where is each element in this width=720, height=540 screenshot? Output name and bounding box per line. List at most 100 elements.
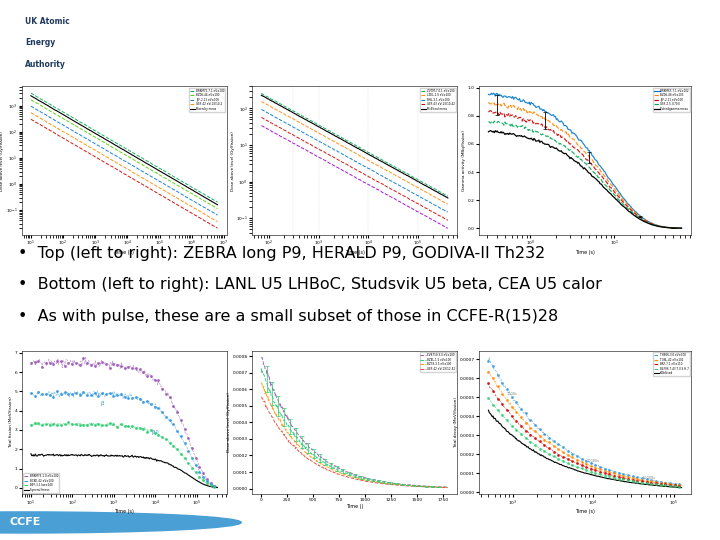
Point	[487, 374, 499, 382]
Point	[78, 421, 89, 429]
Point	[655, 477, 667, 486]
Legend: BRKM76-1.0 eV±100, BCKE-42 eV±100, BEF-3.1 kw±140, Syneral fmess: BRKM76-1.0 eV±100, BCKE-42 eV±100, BEF-3…	[23, 474, 60, 492]
Point	[25, 389, 37, 397]
Point	[197, 469, 209, 478]
Point	[197, 472, 209, 481]
Point	[209, 482, 220, 490]
X-axis label: Time (): Time ()	[346, 504, 364, 509]
Point	[655, 478, 667, 487]
Point	[608, 467, 620, 476]
Point	[631, 477, 643, 486]
Point	[627, 472, 639, 481]
Point	[29, 392, 40, 400]
Point	[40, 390, 52, 399]
Point	[70, 359, 81, 367]
Point	[650, 480, 662, 489]
Point	[539, 429, 550, 438]
Point	[590, 461, 601, 469]
Point	[548, 452, 559, 461]
Point	[153, 430, 164, 439]
Point	[168, 402, 179, 411]
Point	[613, 474, 624, 483]
Point	[520, 427, 531, 435]
Point	[205, 480, 217, 489]
Point	[40, 420, 52, 429]
Y-axis label: Dose above level (Gy/fission): Dose above level (Gy/fission)	[230, 131, 235, 191]
Point	[580, 460, 592, 468]
Point	[100, 359, 112, 368]
Point	[631, 473, 643, 482]
Point	[636, 478, 648, 487]
Point	[96, 358, 108, 367]
Point	[492, 382, 503, 390]
Point	[571, 456, 582, 464]
Point	[613, 468, 624, 477]
Point	[636, 477, 648, 485]
Point	[650, 478, 662, 487]
Point	[44, 390, 55, 399]
Point	[595, 465, 606, 474]
Point	[520, 408, 531, 417]
Point	[501, 395, 513, 404]
Point	[179, 438, 190, 447]
Point	[63, 389, 74, 398]
Point	[100, 421, 112, 430]
Point	[182, 434, 194, 442]
Y-axis label: Dose above level (Gy/fission): Dose above level (Gy/fission)	[228, 393, 231, 453]
Text: 8: 8	[690, 516, 698, 529]
Point	[567, 457, 578, 465]
Point	[673, 481, 685, 489]
Y-axis label: Dose above level (Gy/fission): Dose above level (Gy/fission)	[0, 131, 4, 191]
Point	[32, 357, 44, 366]
Point	[63, 418, 74, 427]
Point	[595, 470, 606, 478]
Point	[182, 458, 194, 467]
Point	[186, 443, 198, 452]
Point	[516, 413, 527, 422]
Point	[153, 375, 164, 384]
Point	[89, 362, 100, 370]
Point	[580, 466, 592, 475]
Point	[576, 458, 588, 467]
Text: Non-pulse simulations: Non-pulse simulations	[346, 25, 713, 53]
Point	[115, 362, 127, 370]
Text: j30: j30	[151, 430, 158, 435]
Point	[557, 453, 569, 461]
Point	[160, 435, 171, 443]
Point	[646, 476, 657, 484]
Point	[55, 420, 67, 429]
Point	[51, 387, 63, 395]
Point	[664, 479, 675, 488]
Point	[81, 420, 93, 429]
Point	[112, 422, 123, 431]
Point	[201, 479, 212, 488]
Legend: EV8710-3.0 eV±100, BZEL-1.5 eV±100, BZ78-3.5 eV±100, GEF-42 eV(1)E12-42: EV8710-3.0 eV±100, BZEL-1.5 eV±100, BZ78…	[420, 353, 456, 372]
Point	[482, 357, 494, 366]
Point	[175, 431, 186, 440]
Point	[182, 447, 194, 455]
Point	[510, 408, 522, 416]
Point	[160, 389, 171, 398]
Point	[51, 357, 63, 366]
Point	[119, 393, 130, 401]
Point	[70, 420, 81, 428]
Text: •  As with pulse, these are a small subset of those in CCFE-R(15)28: • As with pulse, these are a small subse…	[18, 309, 558, 323]
Point	[130, 423, 142, 432]
Point	[543, 434, 554, 442]
Legend: TH806-3.0 eV±100, TU6L-42 eV±102, BKF-7.1 eV±110, B4F06-7.43 7.0 S.H.7, K-0bfitt: TH806-3.0 eV±100, TU6L-42 eV±102, BKF-7.…	[653, 353, 690, 376]
Legend: BRKM67-7.1 eV±102, BZ06-46 eV±103, JEF-2.11 eV±100, GEF-2.5, E70 E, Pulsedgamma : BRKM67-7.1 eV±102, BZ06-46 eV±103, JEF-2…	[653, 88, 690, 112]
Point	[190, 468, 202, 476]
Point	[516, 430, 527, 438]
Point	[585, 464, 597, 473]
Point	[660, 480, 671, 489]
Point	[552, 450, 564, 459]
Point	[567, 453, 578, 462]
Circle shape	[0, 512, 241, 533]
Point	[506, 402, 518, 411]
Point	[590, 465, 601, 474]
Point	[29, 419, 40, 428]
Point	[175, 416, 186, 424]
Point	[599, 469, 611, 477]
Point	[85, 360, 96, 369]
Point	[179, 425, 190, 434]
